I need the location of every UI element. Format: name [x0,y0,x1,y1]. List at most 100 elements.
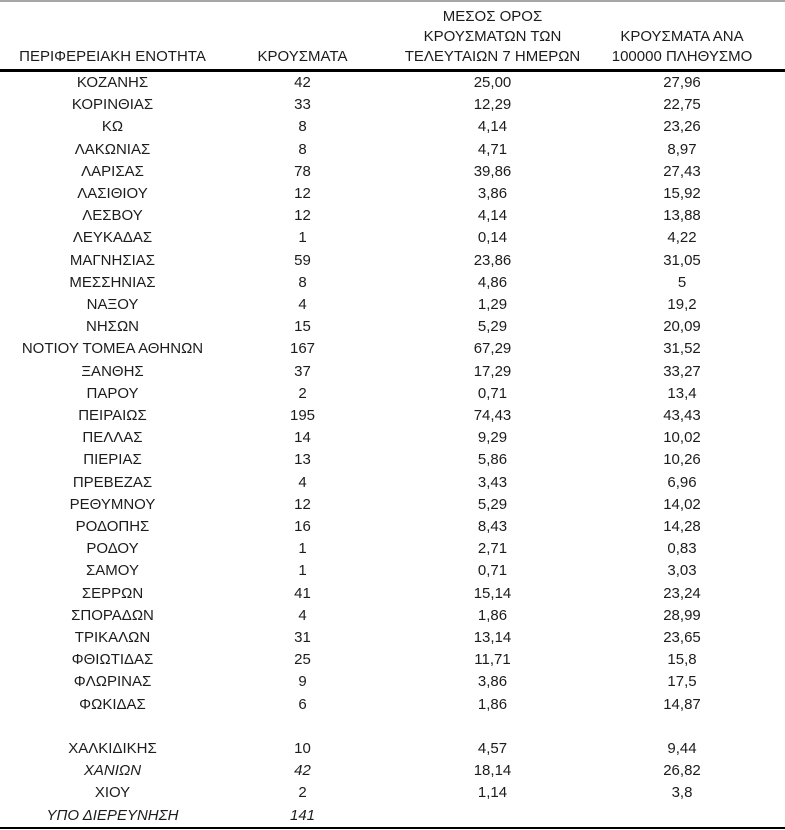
cell-per100k: 15,8 [667,651,697,669]
table-header: ΠΕΡΙΦΕΡΕΙΑΚΗ ΕΝΟΤΗΤΑ ΚΡΟΥΣΜΑΤΑ ΜΕΣΟΣ ΟΡΟ… [0,2,785,72]
cell-avg7: 0,14 [477,229,508,247]
table-row: ΚΩ 8 4,14 23,26 [0,116,785,138]
top-divider [0,0,785,2]
cell-per100k: 3,8 [671,784,693,802]
table-row: ΦΘΙΩΤΙΔΑΣ 25 11,71 15,8 [0,649,785,671]
cell-avg7: 12,29 [473,96,512,114]
cell-avg7: 39,86 [473,162,512,180]
cell-per100k: 13,4 [667,384,697,402]
cell-region: ΦΛΩΡΙΝΑΣ [73,673,152,691]
column-header-cases: ΚΡΟΥΣΜΑΤΑ [225,2,380,72]
cell-avg7: 5,86 [477,451,508,469]
cell-cases: 31 [294,629,311,647]
cell-avg7: 0,71 [477,562,508,580]
cell-cases: 10 [294,740,311,758]
cell-per100k: 8,97 [667,140,697,158]
table-row: ΡΟΔΟΠΗΣ 16 8,43 14,28 [0,516,785,538]
cell-cases: 14 [294,429,311,447]
table-row: ΣΠΟΡΑΔΩΝ 4 1,86 28,99 [0,605,785,627]
cell-avg7: 15,14 [473,584,512,602]
cell-cases: 78 [294,162,311,180]
table-row: ΝΑΞΟΥ 4 1,29 19,2 [0,294,785,316]
cell-per100k: 10,26 [663,451,701,469]
table-row: ΜΕΣΣΗΝΙΑΣ 8 4,86 5 [0,272,785,294]
cell-cases: 2 [298,784,307,802]
table-body: ΚΟΖΑΝΗΣ 42 25,00 27,96 ΚΟΡΙΝΘΙΑΣ 33 12,29 22,75… [0,71,785,830]
cell-avg7: 9,29 [477,429,508,447]
cell-per100k: 28,99 [663,606,701,624]
cell-cases: 4 [298,473,307,491]
cell-avg7: 25,00 [473,74,512,91]
cell-avg7: 0,71 [477,384,508,402]
cell-per100k: 17,5 [667,673,697,691]
cell-avg7: 3,86 [477,673,508,691]
cell-region: ΡΟΔΟΠΗΣ [75,518,150,536]
cell-region: ΡΕΘΥΜΝΟΥ [69,495,156,513]
cell-region: ΞΑΝΘΗΣ [81,362,144,380]
cell-per100k: 22,75 [663,96,701,114]
cell-per100k: 0,83 [667,540,697,558]
cell-cases: 4 [298,296,307,314]
table-row: ΛΑΡΙΣΑΣ 78 39,86 27,43 [0,161,785,183]
cell-avg7: 5,29 [477,318,508,336]
cell-avg7: 1,14 [477,784,508,802]
cell-avg7: 1,86 [477,606,508,624]
table-row: ΚΟΡΙΝΘΙΑΣ 33 12,29 22,75 [0,94,785,116]
cell-cases: 42 [294,74,311,91]
cell-avg7: 5,29 [477,495,508,513]
cell-per100k: 14,28 [663,518,701,536]
cell-per100k: 4,22 [667,229,697,247]
cell-region: ΛΑΚΩΝΙΑΣ [74,140,151,158]
cell-cases: 12 [294,495,311,513]
cell-region: ΚΟΡΙΝΘΙΑΣ [71,96,154,114]
cell-region: ΠΕΙΡΑΙΩΣ [78,407,147,425]
table-row: ΠΙΕΡΙΑΣ 13 5,86 10,26 [0,449,785,471]
cell-per100k: 26,82 [663,762,701,780]
cell-region: ΝΑΞΟΥ [86,296,139,314]
cell-avg7: 18,14 [473,762,512,780]
table-row: ΦΛΩΡΙΝΑΣ 9 3,86 17,5 [0,671,785,693]
cell-region: ΛΑΣΙΘΙΟΥ [77,185,148,203]
cell-region: ΥΠΟ ΔΙΕΡΕΥΝΗΣΗ [46,806,179,824]
cell-cases: 12 [294,185,311,203]
cell-region: ΛΕΣΒΟΥ [82,207,143,225]
cell-region: ΧΙΟΥ [94,784,131,802]
spacer-cell [0,716,785,738]
cell-cases: 37 [294,362,311,380]
column-header-region: ΠΕΡΙΦΕΡΕΙΑΚΗ ΕΝΟΤΗΤΑ [0,2,225,72]
cell-cases: 6 [298,695,307,713]
table-row: ΧΙΟΥ 2 1,14 3,8 [0,782,785,804]
header-label-line: ΚΡΟΥΣΜΑΤΑ ΑΝΑ [620,28,744,45]
table-row: ΝΟΤΙΟΥ ΤΟΜΕΑ ΑΘΗΝΩΝ 167 67,29 31,52 [0,338,785,360]
cell-per100k: 31,52 [663,340,701,358]
cell-avg7: 17,29 [473,362,512,380]
table-row: ΡΕΘΥΜΝΟΥ 12 5,29 14,02 [0,494,785,516]
header-row: ΠΕΡΙΦΕΡΕΙΑΚΗ ΕΝΟΤΗΤΑ ΚΡΟΥΣΜΑΤΑ ΜΕΣΟΣ ΟΡΟ… [0,2,785,72]
header-label-line: 100000 ΠΛΗΘΥΣΜΟ [611,48,753,65]
cell-cases: 8 [298,118,307,136]
cell-avg7: 67,29 [473,340,512,358]
cell-region: ΧΑΛΚΙΔΙΚΗΣ [68,740,157,758]
cell-cases: 33 [294,96,311,114]
cell-avg7: 13,14 [473,629,512,647]
cell-region: ΝΟΤΙΟΥ ΤΟΜΕΑ ΑΘΗΝΩΝ [21,340,204,358]
cell-cases: 12 [294,207,311,225]
table-row: ΣΑΜΟΥ 1 0,71 3,03 [0,560,785,582]
table-row: ΠΕΙΡΑΙΩΣ 195 74,43 43,43 [0,405,785,427]
cell-region: ΦΘΙΩΤΙΔΑΣ [71,651,154,669]
table-row: ΠΑΡΟΥ 2 0,71 13,4 [0,383,785,405]
cell-avg7: 23,86 [473,251,512,269]
cell-cases: 25 [294,651,311,669]
cell-cases: 9 [298,673,307,691]
cell-avg7: 8,43 [477,518,508,536]
cell-avg7: 11,71 [474,651,511,669]
cell-cases: 1 [298,540,307,558]
table-row: ΦΩΚΙΔΑΣ 6 1,86 14,87 [0,694,785,716]
cell-cases: 4 [298,606,307,624]
cell-cases: 15 [294,318,311,336]
cell-per100k: 15,92 [663,185,701,203]
cell-region: ΛΑΡΙΣΑΣ [81,162,144,180]
cell-per100k: 31,05 [663,251,701,269]
cell-region: ΚΩ [101,118,124,136]
